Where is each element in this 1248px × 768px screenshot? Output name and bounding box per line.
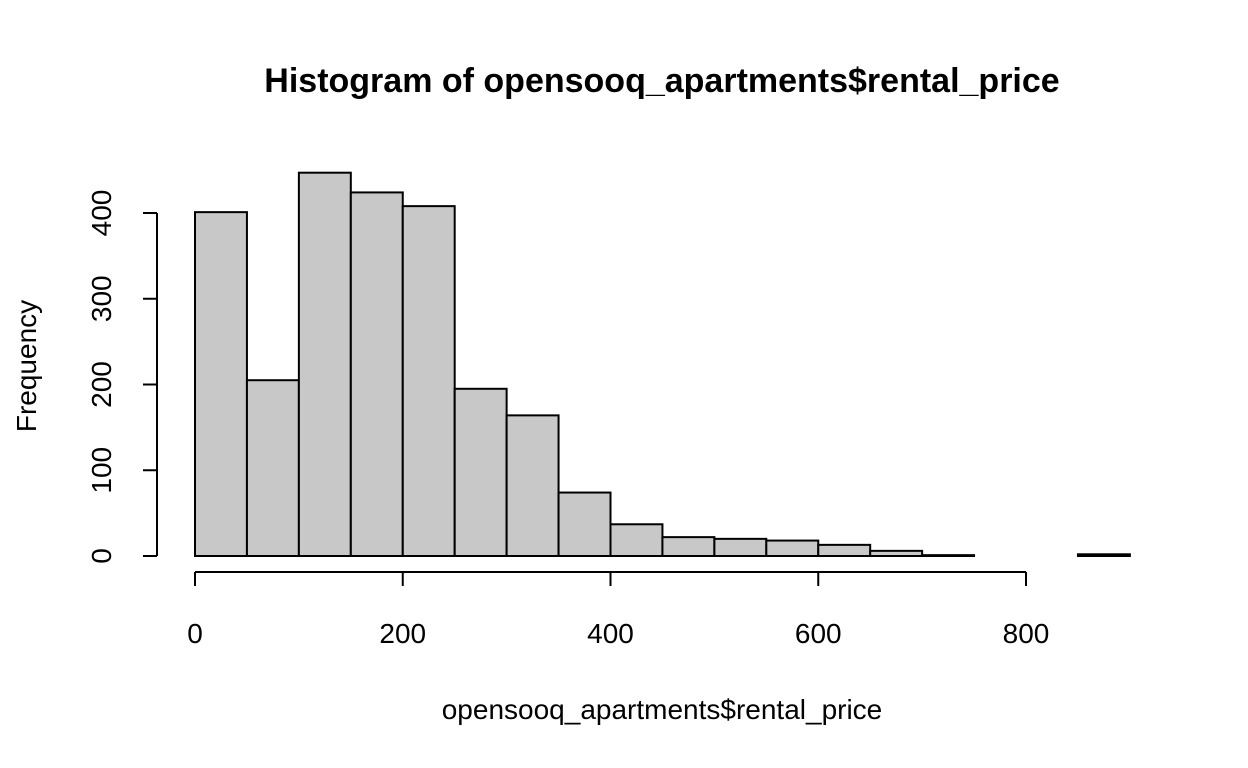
histogram-bar-11 — [713, 537, 768, 557]
histogram-bar-1 — [194, 211, 248, 558]
x-tick-label: 400 — [587, 618, 634, 649]
histogram-bar-9 — [609, 523, 664, 558]
histogram-bar-18 — [1076, 553, 1131, 557]
chart-title: Histogram of opensooq_apartments$rental_… — [264, 62, 1059, 100]
histogram-bar-7 — [505, 414, 560, 557]
histogram-bar-3 — [297, 171, 352, 557]
x-tick-label: 800 — [1003, 618, 1050, 649]
y-axis: 0 100 200 300 400 — [86, 190, 158, 564]
x-tick-label: 600 — [795, 618, 842, 649]
y-axis-label: Frequency — [11, 300, 42, 432]
histogram-bar-13 — [817, 543, 872, 557]
histogram-bar-4 — [349, 191, 404, 557]
x-axis: 0 200 400 600 800 — [187, 571, 1050, 649]
y-tick-label: 0 — [86, 548, 117, 564]
x-axis-label: opensooq_apartments$rental_price — [442, 694, 883, 725]
histogram-bar-15 — [921, 554, 976, 558]
histogram-bar-10 — [661, 536, 716, 558]
histogram-bar-2 — [245, 379, 300, 557]
y-tick-label: 100 — [86, 447, 117, 494]
y-tick-label: 400 — [86, 190, 117, 237]
histogram-bar-14 — [869, 549, 924, 557]
histogram-bar-8 — [557, 491, 612, 558]
y-tick-label: 300 — [86, 275, 117, 322]
bars-group — [194, 171, 1131, 558]
x-tick-label: 200 — [379, 618, 426, 649]
histogram-bar-12 — [765, 539, 820, 558]
histogram-bar-6 — [453, 387, 508, 557]
histogram-bar-5 — [401, 205, 456, 557]
x-tick-label: 0 — [187, 618, 203, 649]
y-tick-label: 200 — [86, 361, 117, 408]
